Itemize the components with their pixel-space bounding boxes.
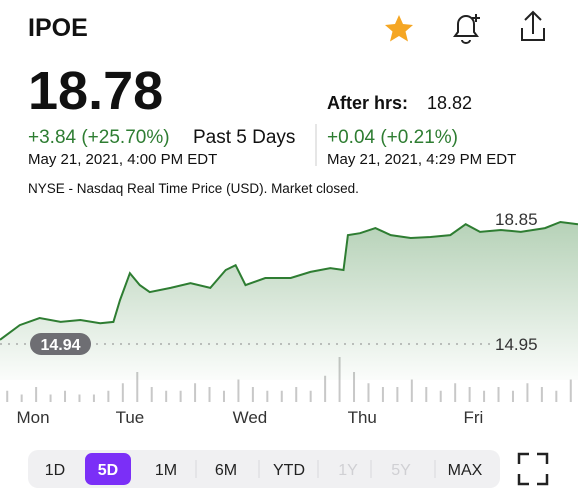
volume-bar [136,372,139,402]
volume-bar [555,390,558,402]
share-icon[interactable] [521,10,545,41]
price-line [0,220,578,341]
volume-bar [396,387,399,402]
range-button[interactable]: MAX [448,462,483,479]
price: 18.78 [28,61,163,121]
volume-bar [454,383,457,402]
alert-icon[interactable] [453,14,480,44]
volume-bar [266,390,269,402]
volume-bar [165,390,168,402]
start-price: 14.94 [40,337,80,354]
range-button: 1Y [338,462,358,479]
volume-bar [194,383,197,402]
after-hours-change: +0.04 (+0.21%) [327,127,458,148]
volume-bar [295,387,298,402]
x-tick-label: Tue [116,408,145,427]
volume-bar [6,390,9,402]
volume-bar [78,394,81,402]
volume-bar [381,387,384,402]
volume-bar [540,387,543,402]
volume-bar [237,379,240,402]
volume-bar [222,390,225,402]
after-hours-label: After hrs: [327,93,408,113]
volume-bar [107,390,110,402]
x-tick-label: Wed [233,408,268,427]
range-button[interactable]: 1M [155,462,177,479]
area [0,222,578,380]
volume-bar [64,390,67,402]
fullscreen-icon[interactable] [517,452,549,486]
volume-bar [179,390,182,402]
volume-bar [208,387,211,402]
previous-close-label: 14.95 [495,335,538,354]
volume-bar [367,383,370,402]
star-icon[interactable] [385,15,413,42]
after-hours-price: 18.82 [427,93,472,113]
volume-bar [468,387,471,402]
volume-bar [280,390,283,402]
volume-bar [35,387,38,402]
volume-bar [439,390,442,402]
volume-bar [49,394,52,402]
symbol: IPOE [28,14,88,42]
range-button[interactable]: 6M [215,462,237,479]
volume-bar [324,375,327,402]
x-tick-label: Mon [16,408,49,427]
high-label: 18.85 [495,210,538,229]
volume-bar [425,387,428,402]
volume-bar [92,394,95,402]
quote-time: May 21, 2021, 4:00 PM EDT [28,151,217,168]
volume-bar [569,379,572,402]
volume-bar [20,394,23,402]
volume-bar [150,387,153,402]
period: Past 5 Days [193,127,295,148]
volume-bar [511,390,514,402]
range-selected [85,453,131,485]
range-button[interactable]: 1D [45,462,65,479]
range-button[interactable]: YTD [273,462,305,479]
x-tick-label: Fri [463,408,483,427]
volume-bar [497,387,500,402]
volume-bar [309,390,312,402]
x-tick-label: Thu [348,408,377,427]
range-button: 5Y [391,462,411,479]
volume-bar [251,387,254,402]
after-hours-time: May 21, 2021, 4:29 PM EDT [327,151,516,168]
range-bar [28,450,500,488]
volume-bar [353,372,356,402]
change: +3.84 (+25.70%) [28,127,170,148]
start-pill [30,332,91,355]
volume-bar [121,383,124,402]
volume-bar [526,383,529,402]
volume-bar [410,379,413,402]
range-button[interactable]: 5D [98,462,118,479]
notice: NYSE - Nasdaq Real Time Price (USD). Mar… [28,181,359,196]
volume-bar [483,390,486,402]
